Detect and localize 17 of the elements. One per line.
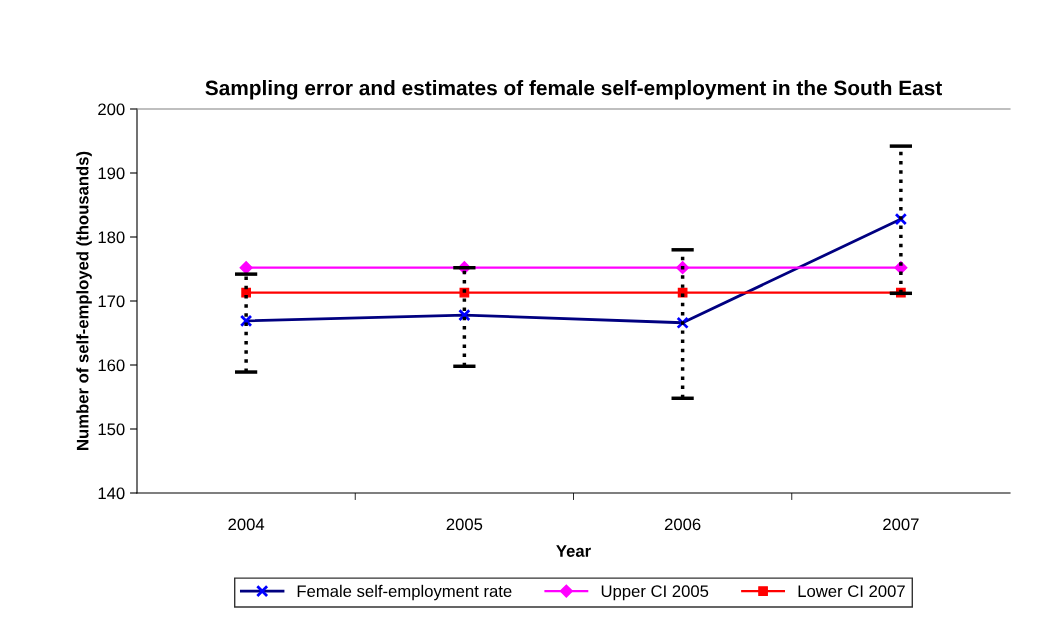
legend-label: Lower CI 2007	[798, 585, 905, 598]
x-tick-label: 2007	[883, 518, 919, 531]
y-axis-title: Number of self-employed (thousands)	[76, 151, 92, 450]
y-tick-label: 150	[98, 423, 125, 436]
y-tick-label: 170	[98, 295, 125, 308]
x-tick-label: 2004	[228, 518, 265, 531]
x-axis-title: Year	[556, 545, 591, 557]
legend-label: Female self-employment rate	[297, 584, 512, 601]
chart-title: Sampling error and estimates of female self-employment in the South East	[205, 80, 942, 100]
y-tick-label: 160	[98, 359, 125, 372]
y-tick-label: 180	[98, 231, 125, 244]
y-tick-label: 200	[98, 103, 125, 116]
y-tick-label: 140	[98, 487, 125, 500]
y-tick-label: 190	[98, 167, 125, 180]
x-tick-label: 2006	[664, 518, 701, 531]
x-tick-label: 2005	[446, 518, 483, 531]
legend-label: Upper CI 2005	[601, 585, 709, 601]
